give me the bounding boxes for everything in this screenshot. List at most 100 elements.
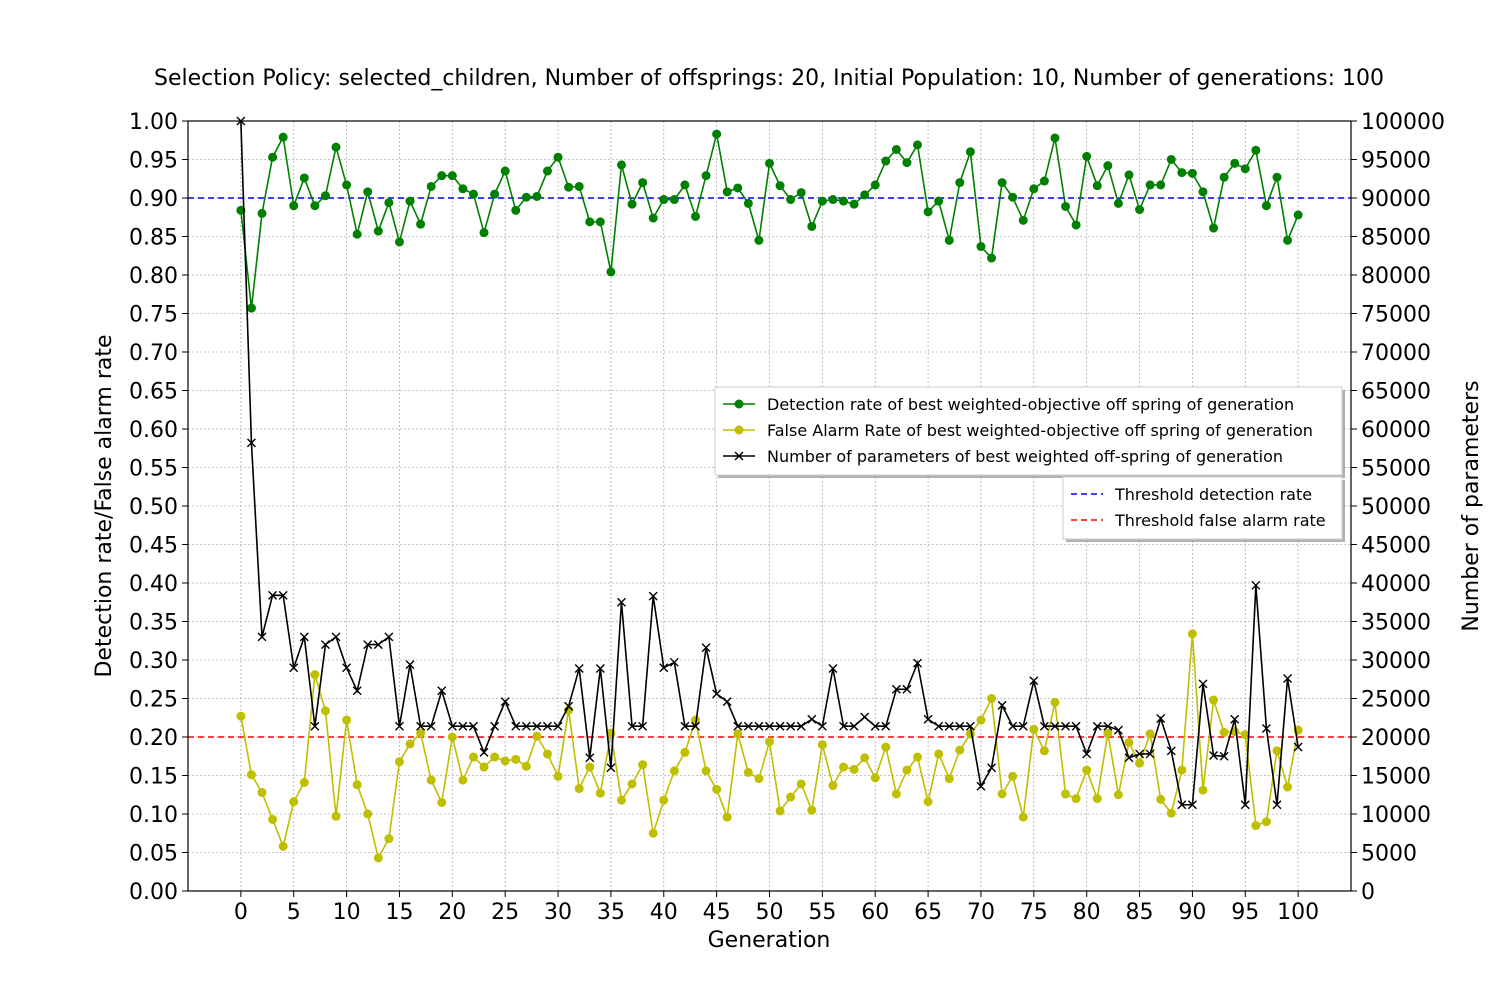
- data-point: [955, 178, 965, 188]
- x-tick-label: 50: [756, 900, 784, 925]
- data-point: [1039, 721, 1049, 731]
- right-tick-label: 55000: [1361, 457, 1431, 482]
- x-tick-label: 25: [491, 900, 519, 925]
- data-point: [384, 834, 394, 844]
- data-point: [352, 780, 362, 790]
- data-point: [881, 156, 891, 166]
- data-point: [1166, 808, 1176, 818]
- right-tick-label: 95000: [1361, 149, 1431, 174]
- data-point: [733, 729, 743, 739]
- data-point: [1050, 721, 1060, 731]
- left-axis-label: Detection rate/False alarm rate: [92, 334, 117, 677]
- left-tick-label: 0.15: [129, 765, 178, 790]
- data-point: [680, 747, 690, 757]
- data-point: [246, 770, 256, 780]
- data-point: [595, 663, 605, 673]
- data-point: [1113, 790, 1123, 800]
- data-point: [1018, 215, 1028, 225]
- data-point: [320, 191, 330, 201]
- data-point: [627, 779, 637, 789]
- data-point: [1187, 629, 1197, 639]
- x-tick-label: 0: [234, 900, 248, 925]
- data-point: [468, 721, 478, 731]
- data-point: [1198, 785, 1208, 795]
- data-point: [1071, 794, 1081, 804]
- left-tick-label: 0.70: [129, 341, 178, 366]
- data-point: [796, 779, 806, 789]
- data-point: [479, 228, 489, 238]
- right-axis-ticks: 0 5000 10000 15000 20000 25000 30000 35000 40000…: [1351, 110, 1445, 905]
- data-point: [1061, 721, 1071, 731]
- data-point: [839, 196, 849, 206]
- chart-title: Selection Policy: selected_children, Num…: [154, 66, 1384, 91]
- data-point: [1166, 746, 1176, 756]
- data-point: [1261, 817, 1271, 827]
- data-point: [1283, 673, 1293, 683]
- data-point: [923, 714, 933, 724]
- data-point: [564, 182, 574, 192]
- data-point: [532, 191, 542, 201]
- data-point: [1135, 749, 1145, 759]
- data-point: [1261, 201, 1271, 211]
- data-point: [1039, 176, 1049, 186]
- data-point: [1187, 168, 1197, 178]
- data-point: [807, 805, 817, 815]
- data-point: [701, 766, 711, 776]
- data-point: [722, 812, 732, 822]
- data-point: [690, 211, 700, 221]
- data-point: [310, 670, 320, 680]
- right-tick-label: 75000: [1361, 303, 1431, 328]
- x-tick-label: 55: [808, 900, 836, 925]
- data-point: [1198, 679, 1208, 689]
- left-tick-label: 0.35: [129, 611, 178, 636]
- data-point: [331, 811, 341, 821]
- right-tick-label: 45000: [1361, 534, 1431, 559]
- legend-label: Number of parameters of best weighted of…: [767, 447, 1283, 466]
- data-point: [342, 663, 352, 673]
- data-point: [479, 747, 489, 757]
- right-tick-label: 70000: [1361, 341, 1431, 366]
- data-point: [1113, 198, 1123, 208]
- left-tick-label: 1.00: [129, 110, 178, 135]
- data-point: [437, 171, 447, 181]
- data-point: [1029, 724, 1039, 734]
- x-tick-label: 80: [1073, 900, 1101, 925]
- data-point: [743, 198, 753, 208]
- data-point: [384, 632, 394, 642]
- data-point: [1293, 210, 1303, 220]
- right-tick-label: 5000: [1361, 842, 1417, 867]
- x-tick-label: 15: [385, 900, 413, 925]
- data-point: [1145, 749, 1155, 759]
- data-point: [553, 152, 563, 162]
- data-point: [1230, 714, 1240, 724]
- data-point: [352, 686, 362, 696]
- data-point: [1061, 789, 1071, 799]
- data-point: [595, 788, 605, 798]
- data-point: [1209, 695, 1219, 705]
- data-point: [500, 697, 510, 707]
- data-point: [648, 591, 658, 601]
- data-point: [997, 178, 1007, 188]
- data-point: [1209, 750, 1219, 760]
- data-point: [500, 166, 510, 176]
- data-point: [1145, 180, 1155, 190]
- data-point: [1283, 782, 1293, 792]
- data-point: [373, 853, 383, 863]
- data-point: [1018, 721, 1028, 731]
- data-point: [849, 721, 859, 731]
- data-point: [236, 711, 246, 721]
- x-tick-label: 35: [597, 900, 625, 925]
- left-tick-label: 0.75: [129, 303, 178, 328]
- data-point: [500, 756, 510, 766]
- data-point: [828, 195, 838, 205]
- data-point: [564, 701, 574, 711]
- data-point: [807, 714, 817, 724]
- data-point: [891, 144, 901, 154]
- data-point: [268, 152, 278, 162]
- data-point: [394, 721, 404, 731]
- data-point: [405, 739, 415, 749]
- data-point: [342, 715, 352, 725]
- x-tick-label: 95: [1231, 900, 1259, 925]
- data-point: [1103, 728, 1113, 738]
